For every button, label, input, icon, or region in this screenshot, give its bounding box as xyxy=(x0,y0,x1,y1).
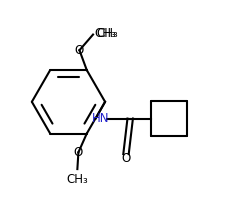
Text: O: O xyxy=(121,152,131,165)
Text: HN: HN xyxy=(92,112,110,125)
Text: O: O xyxy=(74,146,83,159)
Text: O: O xyxy=(75,44,84,57)
Text: CH₃: CH₃ xyxy=(95,27,117,40)
Text: CH₃: CH₃ xyxy=(96,27,118,40)
Text: CH₃: CH₃ xyxy=(66,173,88,186)
